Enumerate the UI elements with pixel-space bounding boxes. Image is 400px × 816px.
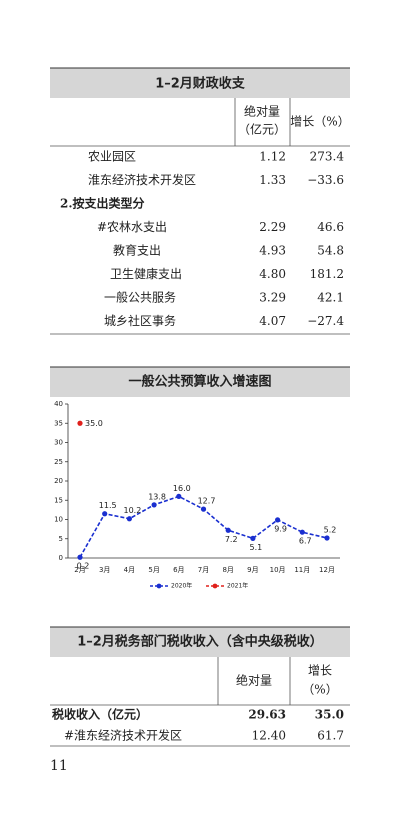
point: [102, 511, 108, 517]
data-label: 10.2: [123, 506, 141, 515]
y-tick-label: 10: [54, 516, 63, 524]
legend-label: 2021年: [227, 582, 248, 590]
row-label: 城乡社区事务: [104, 313, 176, 328]
x-tick-label: 8月: [222, 566, 233, 574]
data-label: 5.1: [250, 543, 263, 552]
y-tick-label: 40: [54, 400, 63, 408]
col-header: 增长（%）: [290, 115, 349, 129]
y-tick-label: 25: [54, 458, 63, 466]
cell: 54.8: [317, 244, 344, 258]
cell: 12.40: [252, 729, 286, 743]
data-label: 0.2: [77, 562, 90, 571]
cell: −27.4: [307, 314, 344, 328]
legend-label: 2020年: [171, 582, 192, 590]
x-tick-label: 3月: [99, 566, 110, 574]
col-header: 增长: [308, 664, 332, 678]
point: [324, 535, 330, 541]
row-label: 农业园区: [88, 150, 136, 164]
cell: 61.7: [317, 729, 344, 743]
point: [151, 502, 157, 508]
title-bar: [50, 367, 350, 397]
point: [225, 527, 231, 533]
title-bar: [50, 68, 350, 98]
col-header: （亿元）: [238, 122, 286, 137]
cell: 1.12: [259, 150, 286, 164]
data-label: 9.9: [274, 524, 287, 533]
y-tick-label: 35: [54, 419, 63, 427]
y-tick-label: 30: [54, 439, 63, 447]
cell: 1.33: [259, 173, 286, 187]
row-label: 一般公共服务: [104, 290, 176, 305]
title-bar: [50, 627, 350, 657]
table-title: 1–2月税务部门税收收入（含中央级税收）: [77, 634, 323, 650]
legend-dot: [156, 583, 162, 589]
cell: −33.6: [307, 173, 344, 187]
cell: 2.29: [259, 220, 286, 234]
y-tick-label: 20: [54, 477, 63, 485]
point: [275, 517, 281, 523]
point: [250, 535, 256, 541]
chart: 0 5 10 15 20 25 30 35 40 2月 3月 4月 5月 6月 7月 8月 9月 10月 11月 12…: [54, 400, 340, 590]
col-header: （%）: [302, 683, 337, 697]
data-label: 13.8: [148, 492, 166, 501]
table-title: 1–2月财政收支: [155, 76, 246, 92]
data-label: 7.2: [225, 535, 238, 544]
row-label: 卫生健康支出: [110, 266, 182, 281]
cell: 3.29: [259, 291, 286, 305]
y-tick-label: 5: [59, 535, 63, 543]
legend-dot: [212, 583, 218, 589]
cell: 35.0: [315, 708, 344, 722]
row-label: 教育支出: [113, 243, 161, 258]
y-tick-label: 15: [54, 496, 63, 504]
x-tick-label: 2月: [74, 566, 85, 574]
x-tick-label: 11月: [294, 566, 310, 574]
x-tick-label: 10月: [270, 566, 286, 574]
cell: 29.63: [248, 708, 286, 722]
data-label: 6.7: [299, 537, 312, 546]
x-tick-label: 9月: [247, 566, 258, 574]
row-label: 2.按支出类型分: [60, 196, 145, 211]
x-tick-label: 6月: [173, 566, 184, 574]
point: [200, 506, 207, 512]
row-label: #淮东经济技术开发区: [64, 728, 182, 743]
x-tick-label: 5月: [148, 566, 159, 574]
cell: 4.80: [259, 267, 286, 281]
cell: 4.07: [259, 314, 286, 328]
col-header: 绝对量: [236, 673, 272, 688]
x-tick-label: 12月: [319, 566, 335, 574]
point: [77, 554, 83, 560]
point: [126, 516, 132, 522]
cell: 273.4: [310, 150, 345, 164]
cell: 4.93: [259, 244, 286, 258]
y-tick-label: 0: [59, 554, 63, 562]
row-label: #农林水支出: [97, 220, 167, 234]
row-label: 税收收入（亿元）: [52, 707, 148, 722]
data-label: 16.0: [173, 484, 191, 493]
point: [176, 493, 182, 499]
row-label: 淮东经济技术开发区: [88, 172, 196, 187]
cell: 42.1: [317, 291, 344, 305]
chart-title: 一般公共预算收入增速图: [128, 374, 271, 390]
point: [299, 529, 305, 535]
point: [77, 420, 83, 426]
page-number: 11: [50, 758, 68, 774]
x-tick-label: 4月: [124, 566, 135, 574]
cell: 46.6: [317, 220, 344, 234]
data-label: 12.7: [198, 497, 216, 506]
data-label: 11.5: [99, 501, 117, 510]
col-header: 绝对量: [244, 104, 280, 119]
cell: 181.2: [310, 267, 344, 281]
data-label: 35.0: [85, 419, 103, 428]
x-tick-label: 7月: [198, 566, 209, 574]
data-label: 5.2: [324, 525, 337, 534]
